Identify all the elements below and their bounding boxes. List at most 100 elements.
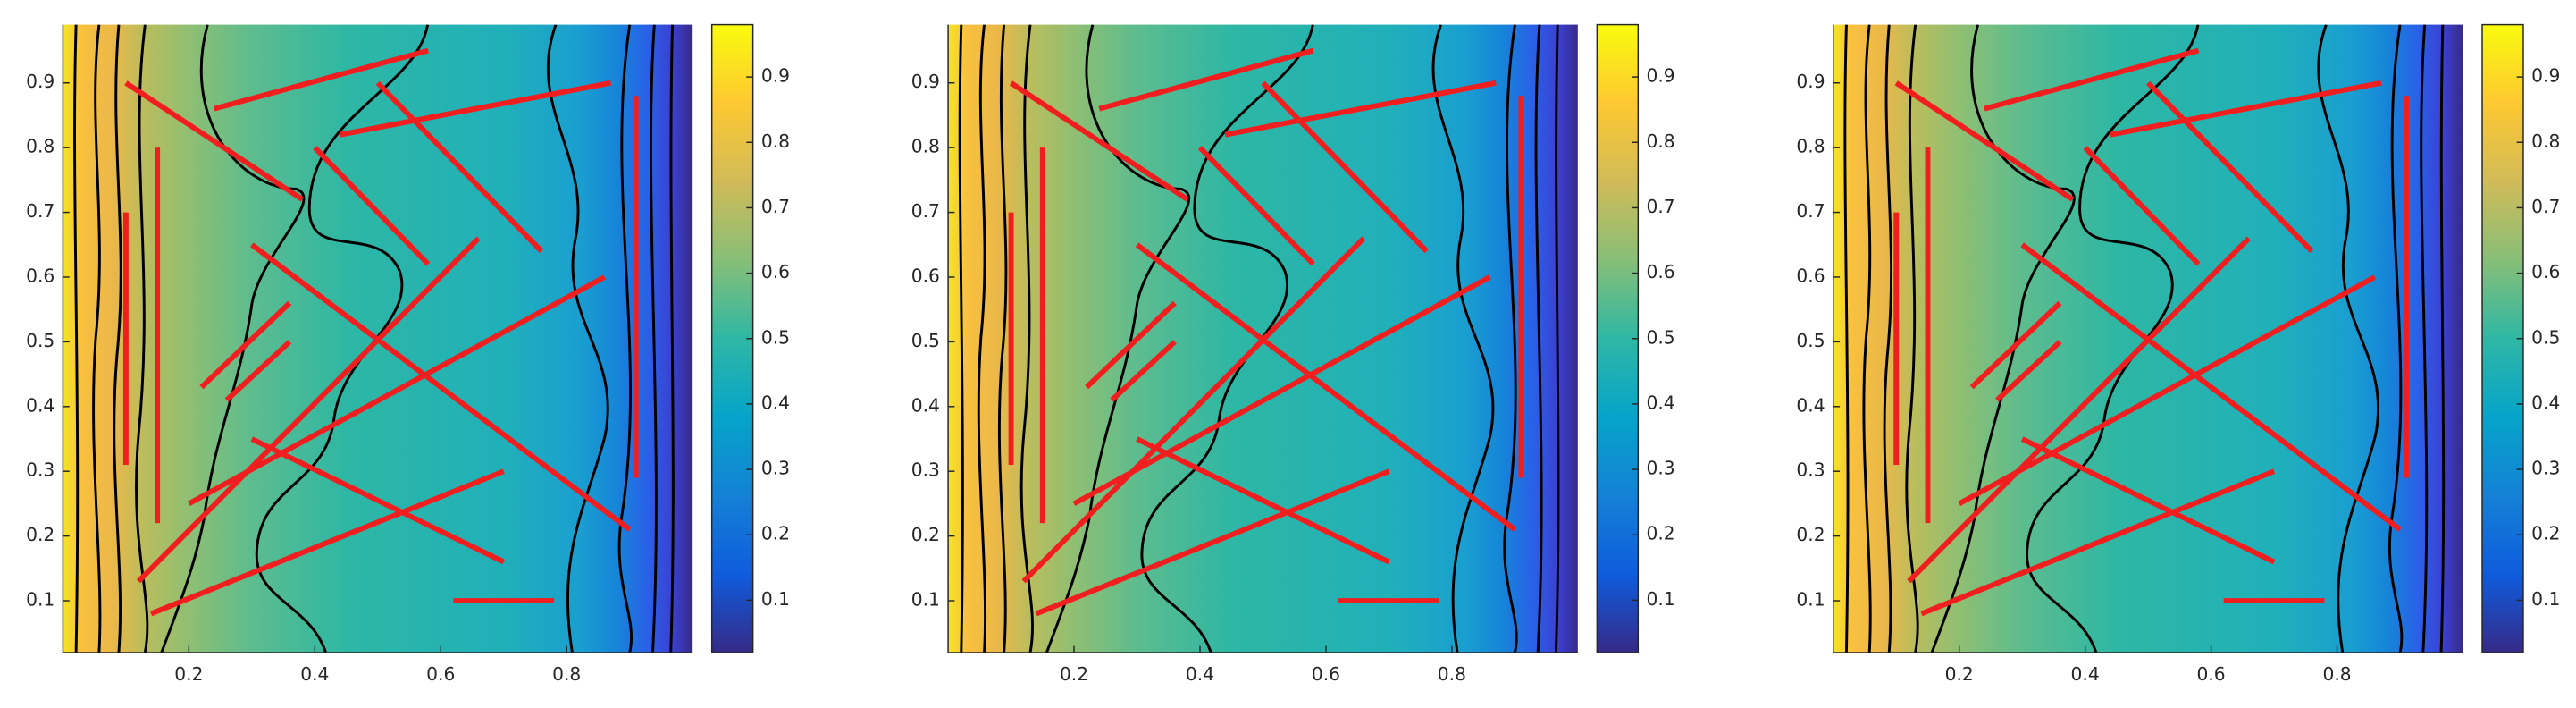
y-tick-label: 0.9	[911, 71, 940, 92]
x-tick-label: 0.2	[1945, 663, 1974, 685]
fracture	[375, 80, 544, 254]
fracture	[1920, 468, 2276, 617]
x-tick-label: 0.2	[174, 663, 203, 685]
panel: 0.2 0.4 0.6 0.8 0.1 0.2 0.3 0.4 0.5 0.6 0.7 0.8 0.9 0…	[911, 23, 1675, 685]
x-tick-label: 0.4	[1186, 663, 1214, 685]
fracture	[1136, 436, 1390, 565]
y-tick-label: 0.3	[911, 459, 940, 481]
fracture	[2110, 80, 2382, 138]
y-tick-label: 0.6	[1796, 265, 1825, 286]
colorbar-tick-label: 0.6	[2531, 261, 2560, 282]
colorbar-tick-label: 0.3	[2531, 458, 2560, 479]
y-tick-label: 0.4	[1796, 394, 1825, 416]
colorbar-tick-label: 0.1	[1647, 588, 1675, 610]
y-tick-label: 0.6	[911, 265, 940, 286]
colorbar-tick-label: 0.6	[1647, 261, 1675, 282]
y-tick-label: 0.8	[911, 136, 940, 157]
y-tick-label: 0.5	[26, 330, 55, 351]
fracture	[339, 80, 612, 138]
y-tick-label: 0.4	[911, 394, 940, 416]
fracture	[1009, 80, 1189, 202]
colorbar-tick-label: 0.3	[1647, 458, 1675, 479]
fracture	[2083, 146, 2201, 266]
y-tick-label: 0.5	[1796, 330, 1825, 351]
x-tick-label: 0.6	[1312, 663, 1340, 685]
y-tick-label: 0.5	[911, 330, 940, 351]
fracture	[2020, 436, 2276, 565]
colorbar-tick-label: 0.7	[2531, 196, 2560, 217]
x-tick-label: 0.4	[300, 663, 329, 685]
fracture	[224, 340, 292, 402]
colorbar-tick-label: 0.8	[761, 131, 790, 152]
fracture	[1072, 274, 1491, 506]
fracture	[313, 146, 431, 266]
fracture	[1894, 80, 2075, 202]
panel: 0.2 0.4 0.6 0.8 0.1 0.2 0.3 0.4 0.5 0.6 0.7 0.8 0.9 0…	[26, 23, 790, 685]
fracture	[1098, 47, 1314, 112]
colorbar: 0.1 0.2 0.3 0.4 0.5 0.6 0.7 0.8 0.9	[710, 23, 790, 653]
colorbar-tick-label: 0.4	[2531, 392, 2560, 413]
colorbar-tick-label: 0.4	[761, 392, 790, 413]
fracture	[213, 47, 429, 112]
fracture	[124, 80, 304, 202]
fracture	[1907, 236, 2251, 584]
fracture	[1224, 80, 1497, 138]
colorbar-tick-label: 0.7	[761, 196, 790, 217]
y-tick-label: 0.7	[26, 200, 55, 222]
y-tick-label: 0.1	[911, 589, 940, 611]
colorbar-tick-label: 0.9	[761, 65, 790, 87]
fracture	[2146, 80, 2314, 254]
colorbar-tick-label: 0.8	[2531, 131, 2560, 152]
x-tick-label: 0.6	[426, 663, 455, 685]
fracture	[136, 236, 481, 584]
colorbar-tick-label: 0.1	[761, 588, 790, 610]
colorbar-tick-label: 0.2	[1647, 523, 1675, 544]
fracture	[1958, 274, 2377, 506]
fracture	[199, 300, 292, 390]
y-tick-label: 0.4	[26, 394, 55, 416]
colorbar-tick-label: 0.9	[2531, 65, 2560, 87]
fracture	[1197, 146, 1315, 266]
fracture	[1261, 80, 1429, 254]
y-tick-label: 0.2	[26, 524, 55, 545]
x-tick-label: 0.8	[2322, 663, 2351, 685]
y-tick-label: 0.8	[26, 136, 55, 157]
colorbar: 0.1 0.2 0.3 0.4 0.5 0.6 0.7 0.8 0.9	[1596, 23, 1675, 653]
panel: 0.2 0.4 0.6 0.80.10.20.30.40.50.60.70.80.90…	[1796, 23, 2560, 685]
y-tick-label: 0.9	[1796, 71, 1825, 92]
y-tick-label: 0.6	[26, 265, 55, 286]
colorbar-tick-label: 0.5	[1647, 326, 1675, 348]
colorbar: 0.1 0.2 0.3 0.4 0.5 0.6 0.7 0.8 0.9	[2481, 23, 2560, 653]
colorbar-tick-label: 0.8	[1647, 131, 1675, 152]
colorbar-scale	[1596, 23, 1640, 653]
y-tick-label: 0.2	[911, 524, 940, 545]
y-tick-label: 0.9	[26, 71, 55, 92]
fracture	[2020, 242, 2402, 532]
fracture	[1135, 242, 1517, 532]
fracture	[1021, 236, 1366, 584]
fracture	[1035, 468, 1390, 617]
x-tick-label: 0.8	[552, 663, 581, 685]
fracture	[1969, 300, 2062, 390]
colorbar-scale	[710, 23, 754, 653]
y-tick-label: 0.3	[26, 459, 55, 481]
colorbar-tick-label: 0.7	[1647, 196, 1675, 217]
fracture	[250, 436, 506, 565]
fracture	[250, 242, 632, 532]
x-tick-label: 0.4	[2071, 663, 2100, 685]
colorbar-tick-label: 0.1	[2531, 588, 2560, 610]
fracture	[1984, 47, 2200, 112]
colorbar-tick-label: 0.2	[2531, 523, 2560, 544]
fracture	[1085, 300, 1177, 390]
y-tick-label: 0.3	[1796, 459, 1825, 481]
x-tick-label: 0.2	[1060, 663, 1088, 685]
y-tick-label: 0.7	[1796, 200, 1825, 222]
fracture	[1994, 340, 2062, 402]
x-tick-label: 0.8	[1438, 663, 1466, 685]
colorbar-tick-label: 0.5	[2531, 326, 2560, 348]
y-tick-label: 0.8	[1796, 136, 1825, 157]
x-tick-label: 0.6	[2197, 663, 2226, 685]
y-tick-label: 0.7	[911, 200, 940, 222]
